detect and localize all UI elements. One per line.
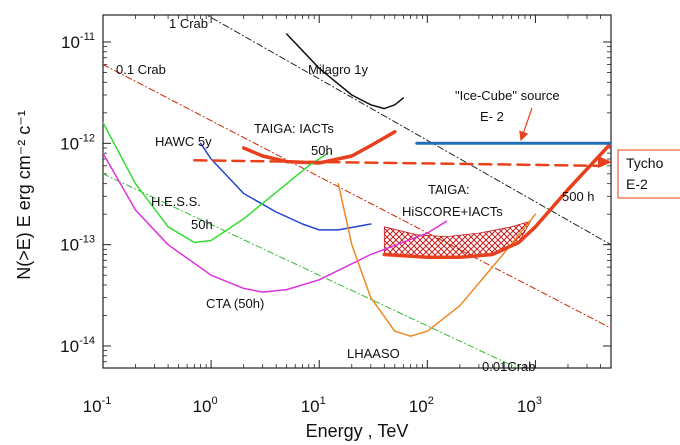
tycho-arrow-head xyxy=(598,156,612,168)
x-tick-label: 100 xyxy=(193,395,218,416)
label-hess: H.E.S.S. xyxy=(151,194,201,209)
x-axis-ticks: 10-1 100 101 102 103 xyxy=(83,15,612,416)
label-0-1-crab: 0.1 Crab xyxy=(116,62,166,77)
x-tick-label: 101 xyxy=(301,395,326,416)
x-axis-title: Energy , TeV xyxy=(306,421,409,441)
series-hawc xyxy=(199,142,372,231)
y-axis-ticks: 10-14 10-13 10-12 10-11 xyxy=(60,31,611,363)
x-tick-label: 103 xyxy=(517,395,542,416)
hiscore-hatched-region xyxy=(383,220,532,258)
x-tick-label: 10-1 xyxy=(83,395,112,416)
label-hawc: HAWC 5y xyxy=(155,134,212,149)
y-tick-label: 10-12 xyxy=(60,132,95,153)
series-crab001 xyxy=(103,173,519,368)
label-taiga-iacts-hours: 50h xyxy=(311,143,333,158)
series-hiscore xyxy=(382,141,611,260)
series-hess xyxy=(103,121,329,244)
label-1-crab: 1 Crab xyxy=(169,16,208,31)
label-0-01-crab: 0.01Crab xyxy=(482,359,535,374)
label-tycho-1: Tycho xyxy=(626,155,664,171)
series-milagro xyxy=(285,33,405,110)
ice-cube-arrow xyxy=(519,107,533,142)
label-milagro: Milagro 1y xyxy=(308,62,368,77)
tycho-label-box xyxy=(617,149,680,199)
y-tick-label: 10-11 xyxy=(61,31,95,52)
label-hiscore-1: TAIGA: xyxy=(428,182,470,197)
y-axis-title: N(>E) E erg cm⁻² c⁻¹ xyxy=(14,110,34,280)
label-ice-cube-1: "Ice-Cube" source xyxy=(455,88,560,103)
series-crab1 xyxy=(205,15,611,246)
label-cta: CTA (50h) xyxy=(206,296,264,311)
plot-frame xyxy=(102,14,612,369)
series-lhaaso xyxy=(337,182,537,337)
label-hess-hours: 50h xyxy=(191,217,213,232)
label-ice-cube-2: E- 2 xyxy=(480,109,504,124)
label-tycho-2: E-2 xyxy=(626,176,648,192)
label-lhaaso: LHAASO xyxy=(347,346,400,361)
series-layer xyxy=(103,15,611,368)
label-500h: 500 h xyxy=(562,189,595,204)
label-taiga-iacts: TAIGA: IACTs xyxy=(254,121,334,136)
series-cta xyxy=(103,152,448,293)
label-hiscore-2: HiSCORE+IACTs xyxy=(402,204,503,219)
x-tick-label: 102 xyxy=(409,395,434,416)
series-crab01 xyxy=(103,64,611,329)
y-tick-label: 10-13 xyxy=(60,234,95,255)
y-tick-label: 10-14 xyxy=(60,335,95,356)
series-tycho xyxy=(193,159,602,168)
